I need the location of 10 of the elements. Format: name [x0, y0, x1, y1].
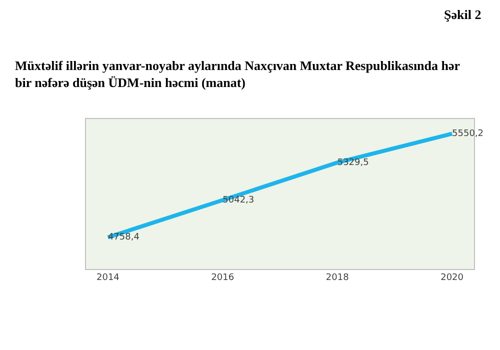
chart-title: Müxtəlif illərin yanvar-noyabr aylarında Naxçıvan Muxtar Respublikasında hər bir nəfərə düşən ÜDM-nin həcmi (manat)	[15, 58, 460, 90]
data-label: 5329,5	[337, 158, 369, 168]
x-tick-label: 2020	[440, 273, 464, 283]
data-label: 5042,3	[222, 195, 254, 206]
x-tick-label: 2014	[96, 273, 120, 283]
x-tick-label: 2018	[326, 273, 350, 283]
x-tick-label: 2016	[211, 273, 234, 283]
data-label: 5550,2	[452, 128, 484, 139]
data-label: 4758,4	[108, 232, 140, 243]
text: Şəkil 2	[444, 7, 482, 22]
